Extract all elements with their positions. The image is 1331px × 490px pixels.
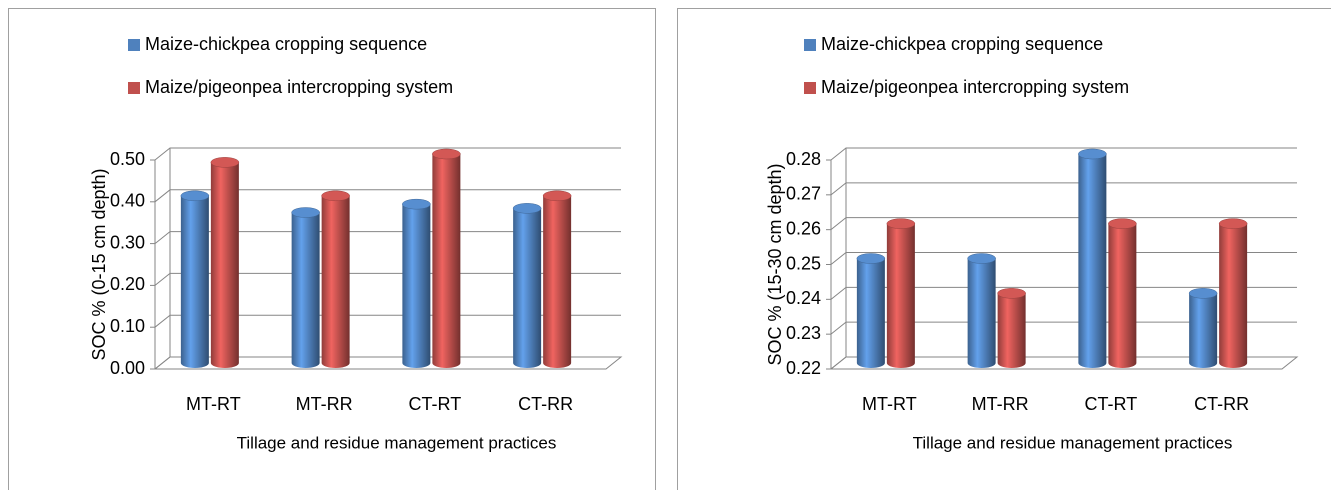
x-axis-title: Tillage and residue management practices xyxy=(237,433,557,452)
bar xyxy=(856,258,885,368)
bar-top xyxy=(321,190,350,202)
bar-top xyxy=(210,157,240,168)
x-tick-label: MT-RT xyxy=(186,394,241,414)
bar xyxy=(321,195,350,368)
bar xyxy=(1219,223,1248,368)
bar xyxy=(543,195,572,368)
x-tick-label: CT-RR xyxy=(518,394,573,414)
y-tick-label: 0.10 xyxy=(110,316,145,336)
grid-line xyxy=(830,252,1297,265)
bar xyxy=(997,293,1026,368)
grid-line xyxy=(154,272,621,286)
bar-top xyxy=(291,207,320,218)
bar xyxy=(210,162,239,368)
grid-line xyxy=(830,182,1297,196)
x-tick-label: CT-RR xyxy=(1194,394,1249,414)
grid-line xyxy=(830,217,1297,231)
bar-top xyxy=(856,253,886,264)
y-tick-label: 0.30 xyxy=(110,232,145,252)
bar xyxy=(180,195,209,368)
panel-borders xyxy=(8,8,1331,490)
y-tick-label: 0.25 xyxy=(786,253,821,273)
y-tick-label: 0.24 xyxy=(786,288,821,308)
bar xyxy=(513,208,542,368)
bar xyxy=(291,212,320,368)
bar xyxy=(402,204,431,368)
y-axis-title: SOC % (0-15 cm depth) xyxy=(89,168,109,360)
bar-top xyxy=(1108,218,1137,229)
y-tick-label: 0.00 xyxy=(110,358,145,378)
grid-line xyxy=(154,147,621,161)
bar-top xyxy=(1188,288,1218,299)
grid-line xyxy=(830,356,1297,370)
bar xyxy=(432,154,461,368)
x-tick-label: MT-RR xyxy=(296,394,353,414)
legend-swatch xyxy=(804,82,816,94)
bar-top xyxy=(542,190,572,202)
x-tick-label: MT-RT xyxy=(862,394,917,414)
bar-top xyxy=(432,148,461,160)
bar-top xyxy=(180,190,210,202)
bar-top xyxy=(402,198,431,210)
grid-line xyxy=(830,321,1297,335)
bar-top xyxy=(512,203,542,214)
legend-label: Maize/pigeonpea intercropping system xyxy=(821,77,1129,97)
grid-line xyxy=(154,231,621,244)
y-tick-label: 0.27 xyxy=(786,184,821,204)
y-tick-label: 0.28 xyxy=(786,149,821,169)
legend-swatch xyxy=(804,39,816,51)
y-tick-label: 0.40 xyxy=(110,191,145,211)
x-tick-label: MT-RR xyxy=(972,394,1029,414)
y-tick-label: 0.26 xyxy=(786,218,821,238)
y-tick-label: 0.20 xyxy=(110,274,145,294)
bar xyxy=(967,258,996,368)
legend-swatch xyxy=(128,39,140,51)
legend-label: Maize/pigeonpea intercropping system xyxy=(145,77,453,97)
y-tick-label: 0.22 xyxy=(786,358,821,378)
grid-line xyxy=(830,147,1297,161)
y-tick-label: 0.50 xyxy=(110,149,145,169)
bar xyxy=(1108,223,1137,368)
grid-line xyxy=(154,314,621,328)
grid-line xyxy=(154,189,621,203)
x-tick-label: CT-RT xyxy=(1085,394,1138,414)
legend-swatch xyxy=(128,82,140,94)
bar-top xyxy=(967,253,996,264)
legend-label: Maize-chickpea cropping sequence xyxy=(145,34,427,54)
x-axis-title: Tillage and residue management practices xyxy=(913,433,1233,452)
y-tick-label: 0.23 xyxy=(786,323,821,343)
legend-label: Maize-chickpea cropping sequence xyxy=(821,34,1103,54)
x-tick-label: CT-RT xyxy=(409,394,462,414)
grid-line xyxy=(830,286,1297,300)
bar-top xyxy=(997,288,1026,299)
bar xyxy=(1189,293,1218,368)
bar xyxy=(1078,154,1107,368)
bar-top xyxy=(1078,148,1107,160)
bar xyxy=(886,223,915,368)
y-axis-title: SOC % (15-30 cm depth) xyxy=(765,163,785,365)
bar-top xyxy=(1218,218,1248,229)
bar-top xyxy=(886,218,916,229)
grid-line xyxy=(154,356,621,370)
